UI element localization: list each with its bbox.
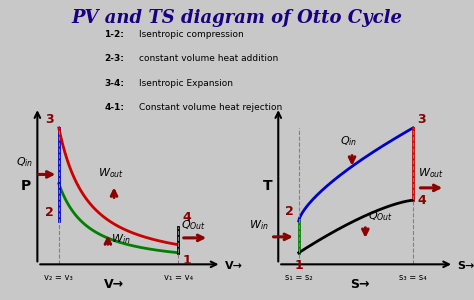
- Text: 4: 4: [418, 194, 427, 207]
- Text: 3-4:: 3-4:: [104, 79, 124, 88]
- Text: Constant volume heat rejection: Constant volume heat rejection: [139, 103, 282, 112]
- Text: Isentropic compression: Isentropic compression: [139, 30, 244, 39]
- Text: v₁ = v₄: v₁ = v₄: [164, 273, 193, 282]
- Text: $W_{out}$: $W_{out}$: [418, 167, 444, 180]
- Text: 2: 2: [285, 205, 294, 218]
- Text: $Q_{in}$: $Q_{in}$: [340, 134, 358, 148]
- Text: 4-1:: 4-1:: [104, 103, 124, 112]
- Text: $Q_{Out}$: $Q_{Out}$: [368, 209, 393, 223]
- Text: V→: V→: [225, 261, 243, 272]
- Text: 2-3:: 2-3:: [104, 54, 124, 63]
- Text: $W_{in}$: $W_{in}$: [111, 232, 130, 246]
- Text: $Q_{Out}$: $Q_{Out}$: [181, 218, 206, 232]
- Text: $W_{out}$: $W_{out}$: [98, 167, 124, 180]
- Text: 3: 3: [418, 113, 426, 126]
- Text: v₂ = v₃: v₂ = v₃: [45, 273, 73, 282]
- Text: $Q_{in}$: $Q_{in}$: [16, 156, 33, 170]
- Text: V→: V→: [104, 278, 124, 291]
- Text: s₁ = s₂: s₁ = s₂: [285, 273, 312, 282]
- Text: P: P: [21, 179, 31, 193]
- Text: S→: S→: [457, 261, 474, 272]
- Text: 3: 3: [46, 113, 54, 126]
- Text: s₃ = s₄: s₃ = s₄: [399, 273, 427, 282]
- Text: PV and TS diagram of Otto Cycle: PV and TS diagram of Otto Cycle: [72, 9, 402, 27]
- Text: 1: 1: [182, 254, 191, 267]
- Text: S→: S→: [350, 278, 370, 291]
- Text: 1-2:: 1-2:: [104, 30, 124, 39]
- Text: Isentropic Expansion: Isentropic Expansion: [139, 79, 233, 88]
- Text: $W_{in}$: $W_{in}$: [249, 218, 268, 232]
- Text: constant volume heat addition: constant volume heat addition: [139, 54, 278, 63]
- Text: 2: 2: [45, 206, 54, 219]
- Text: 1: 1: [294, 259, 303, 272]
- Text: 4: 4: [183, 211, 191, 224]
- Text: T: T: [263, 179, 273, 193]
